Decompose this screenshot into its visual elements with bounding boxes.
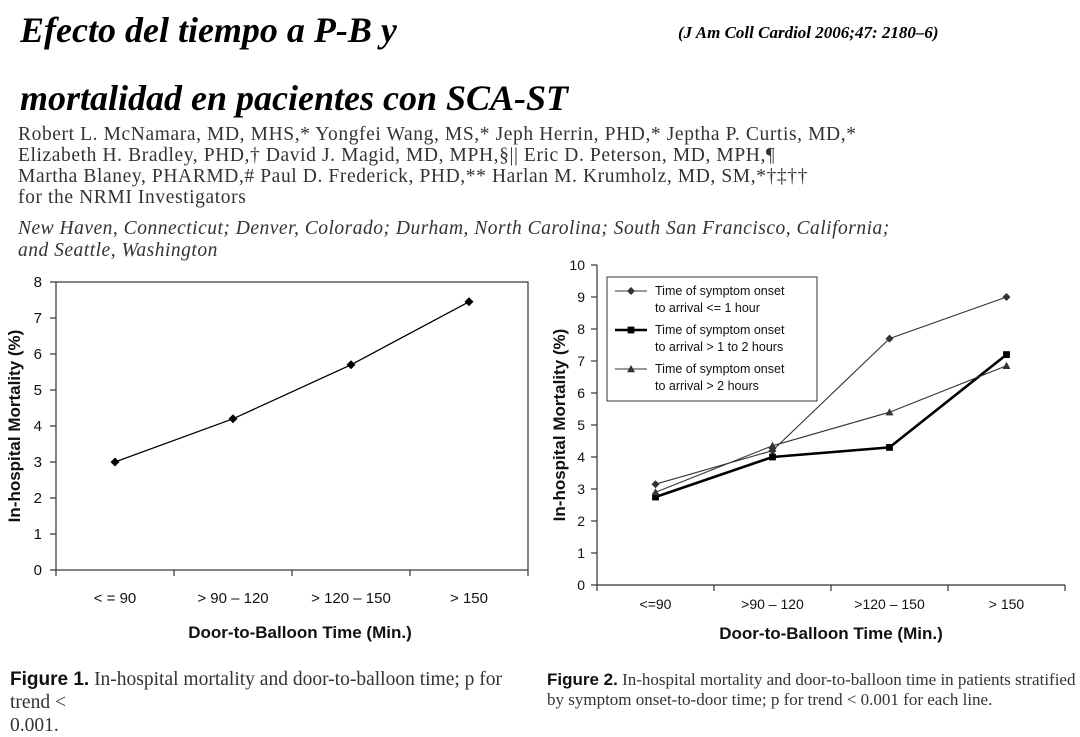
y-tick-label: 0 <box>577 577 585 593</box>
data-point <box>885 334 894 343</box>
series-line <box>655 296 1007 485</box>
figure1-label: Figure 1. <box>10 669 90 690</box>
data-point <box>464 297 474 307</box>
x-tick-label: <=90 <box>640 596 672 612</box>
y-axis-label: In-hospital Mortality (%) <box>550 329 569 522</box>
slide-title-line2: mortalidad en pacientes con SCA-ST <box>20 78 569 118</box>
affiliation: New Haven, Connecticut; Denver, Colorado… <box>18 218 890 262</box>
legend-label: to arrival > 2 hours <box>655 379 759 393</box>
data-point <box>1002 293 1011 301</box>
figure2-caption-text: In-hospital mortality and door-to-balloo… <box>622 670 1076 689</box>
data-point <box>651 480 660 489</box>
data-point <box>110 457 120 467</box>
y-tick-label: 4 <box>34 418 42 435</box>
figure2-caption: Figure 2. In-hospital mortality and door… <box>547 670 1077 710</box>
y-tick-label: 5 <box>34 382 42 399</box>
figure1-caption-text: 0.001. <box>10 715 59 736</box>
y-tick-label: 7 <box>34 310 42 327</box>
y-tick-label: 9 <box>577 289 585 305</box>
x-axis-label: Door-to-Balloon Time (Min.) <box>188 623 412 642</box>
y-tick-label: 8 <box>34 274 42 291</box>
data-point <box>885 408 894 416</box>
data-point <box>886 444 893 451</box>
slide-title-line1: Efecto del tiempo a P-B y <box>20 10 397 50</box>
citation: (J Am Coll Cardiol 2006;47: 2180–6) <box>678 23 939 42</box>
legend-label: Time of symptom onset <box>655 284 785 298</box>
legend-marker <box>627 365 635 373</box>
x-axis-label: Door-to-Balloon Time (Min.) <box>719 624 943 643</box>
y-tick-label: 3 <box>34 454 42 471</box>
y-tick-label: 6 <box>577 385 585 401</box>
figure1-caption-text: In-hospital mortality and door-to-balloo… <box>10 669 503 713</box>
y-tick-label: 0 <box>34 562 42 579</box>
figure2-label: Figure 2. <box>547 670 618 689</box>
x-tick-label: >120 – 150 <box>854 596 925 612</box>
x-tick-label: >90 – 120 <box>741 596 804 612</box>
data-point <box>768 441 777 449</box>
legend-marker <box>627 287 635 295</box>
x-tick-label: > 90 – 120 <box>197 590 268 607</box>
data-point <box>1003 351 1010 358</box>
author-line: Martha Blaney, PHARMD,# Paul D. Frederic… <box>18 166 808 187</box>
series-line <box>655 353 1008 499</box>
y-tick-label: 1 <box>34 526 42 543</box>
y-axis-label: In-hospital Mortality (%) <box>5 330 24 523</box>
x-tick-label: < = 90 <box>94 590 137 607</box>
affiliation-line: and Seattle, Washington <box>18 240 218 261</box>
x-tick-label: > 150 <box>450 590 488 607</box>
author-line: Robert L. McNamara, MD, MHS,* Yongfei Wa… <box>18 124 857 145</box>
data-point <box>769 453 776 461</box>
figure1-chart: 0 1 2 3 4 5 6 7 8 < = 90 > 90 – 120 > 120 – 150 > 15… <box>5 274 529 642</box>
y-tick-label: 1 <box>577 545 585 561</box>
y-tick-label: 2 <box>577 513 585 529</box>
data-point <box>228 414 238 424</box>
legend-box <box>606 276 818 402</box>
figure2-chart: 0 1 2 3 4 5 6 7 8 9 10 <=90 >90 – 120 >120 – 150 > 150… <box>550 257 1066 643</box>
data-point <box>652 493 659 501</box>
data-point <box>346 360 356 370</box>
y-tick-label: 5 <box>577 417 585 433</box>
figure2-caption-text: by symptom onset-to-door time; p for tre… <box>547 690 993 709</box>
legend-label: to arrival > 1 to 2 hours <box>655 340 783 354</box>
affiliation-line: New Haven, Connecticut; Denver, Colorado… <box>18 218 890 239</box>
y-tick-label: 10 <box>569 257 585 273</box>
legend-label: Time of symptom onset <box>655 362 785 376</box>
legend-label: Time of symptom onset <box>655 323 785 337</box>
y-tick-label: 2 <box>34 490 42 507</box>
x-tick-label: > 120 – 150 <box>311 590 391 607</box>
plot-frame <box>55 281 529 571</box>
legend-label: to arrival <= 1 hour <box>655 301 760 315</box>
y-tick-label: 3 <box>577 481 585 497</box>
data-point <box>651 488 660 496</box>
figure1-caption: Figure 1. In-hospital mortality and door… <box>10 668 540 737</box>
data-point <box>1002 361 1011 369</box>
series-line <box>114 301 470 463</box>
author-line: for the NRMI Investigators <box>18 187 247 208</box>
author-line: Elizabeth H. Bradley, PHD,† David J. Mag… <box>18 145 776 166</box>
y-tick-label: 6 <box>34 346 42 363</box>
y-tick-label: 7 <box>577 353 585 369</box>
y-tick-label: 8 <box>577 321 585 337</box>
series-line <box>655 365 1007 493</box>
x-tick-label: > 150 <box>989 596 1025 612</box>
legend-marker <box>627 326 635 334</box>
author-list: Robert L. McNamara, MD, MHS,* Yongfei Wa… <box>18 124 857 208</box>
y-tick-label: 4 <box>577 449 585 465</box>
